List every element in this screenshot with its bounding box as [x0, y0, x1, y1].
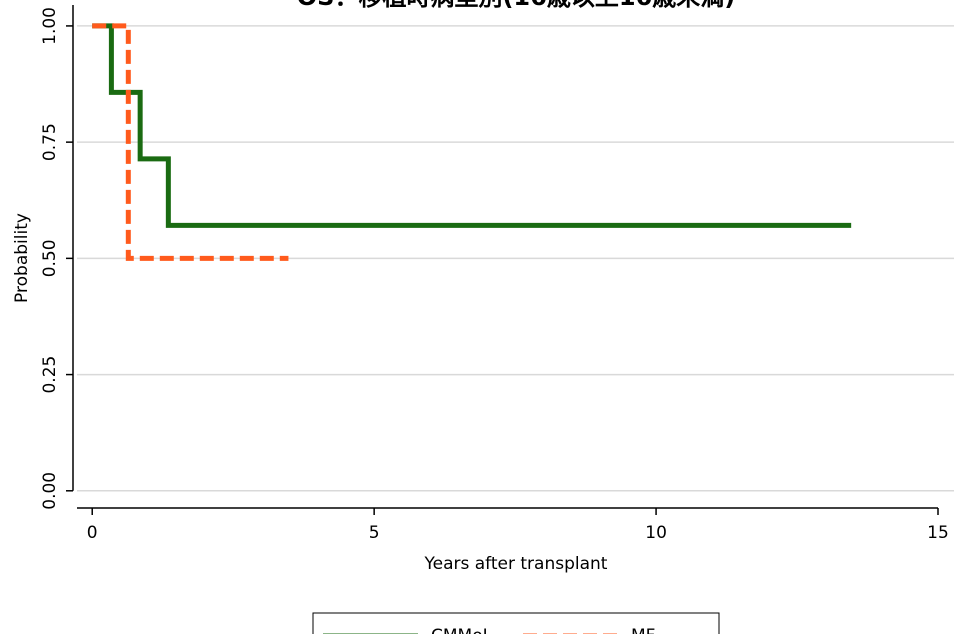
km-curve — [92, 23, 852, 228]
y-tick-label: 0.25 — [40, 356, 60, 394]
legend-label: MF — [631, 626, 655, 634]
x-tick-label: 10 — [645, 523, 667, 543]
y-tick-label: 1.00 — [40, 7, 60, 45]
y-tick-label: 0.75 — [40, 123, 60, 161]
x-tick-label: 15 — [927, 523, 949, 543]
chart-title: OS：移植時病型別(16歳以上16歳未満) — [297, 0, 735, 11]
km-curve — [92, 23, 289, 261]
legend-box — [312, 612, 720, 634]
legend-label: CMMoL — [431, 626, 493, 634]
x-tick-label: 5 — [369, 523, 380, 543]
y-tick-label: 0.50 — [40, 239, 60, 277]
y-tick-label: 0.00 — [40, 472, 60, 510]
x-axis-label: Years after transplant — [424, 554, 608, 574]
y-axis-label: Probability — [12, 213, 32, 303]
x-tick-label: 0 — [87, 523, 98, 543]
